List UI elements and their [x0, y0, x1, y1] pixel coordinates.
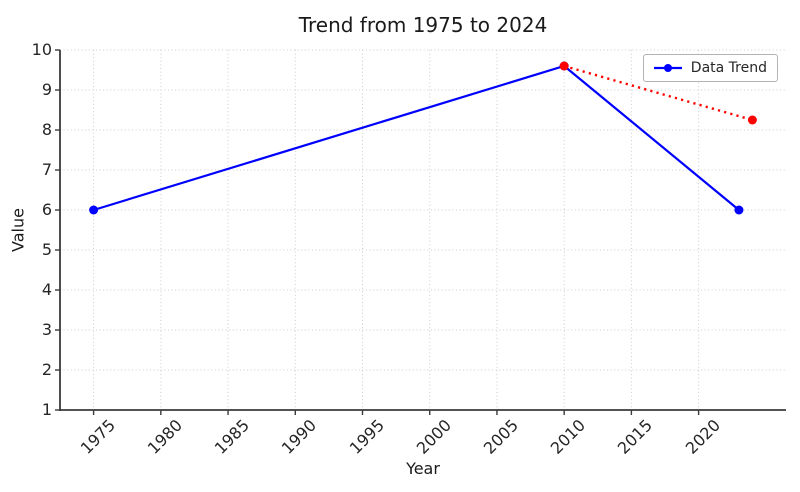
- series-line: [563, 64, 753, 122]
- series-red-dotted: [559, 61, 757, 125]
- tick-marks: [55, 49, 700, 415]
- y-tick-label: 6: [41, 200, 52, 219]
- y-tick-label: 1: [41, 400, 52, 419]
- grid-layer: [60, 49, 786, 411]
- y-tick-label: 10: [31, 40, 52, 59]
- series-blue-solid: [89, 61, 744, 215]
- data-point-marker: [734, 205, 744, 215]
- axes-spines: [59, 50, 786, 411]
- y-tick-label: 8: [41, 120, 52, 139]
- data-point-marker: [559, 61, 569, 71]
- legend-line-marker-sample: [653, 64, 682, 72]
- y-tick-label: 7: [41, 160, 52, 179]
- x-axis-label: Year: [406, 459, 440, 478]
- data-point-marker: [89, 205, 99, 215]
- y-tick-label: 5: [41, 240, 52, 259]
- series-line: [93, 64, 740, 212]
- y-tick-label: 4: [41, 280, 52, 299]
- y-tick-label: 2: [41, 360, 52, 379]
- y-tick-label: 3: [41, 320, 52, 339]
- y-tick-label: 9: [41, 80, 52, 99]
- legend: Data Trend: [642, 54, 778, 82]
- data-point-marker: [747, 115, 757, 125]
- chart-title: Trend from 1975 to 2024: [298, 13, 548, 37]
- legend-label: Data Trend: [690, 60, 767, 76]
